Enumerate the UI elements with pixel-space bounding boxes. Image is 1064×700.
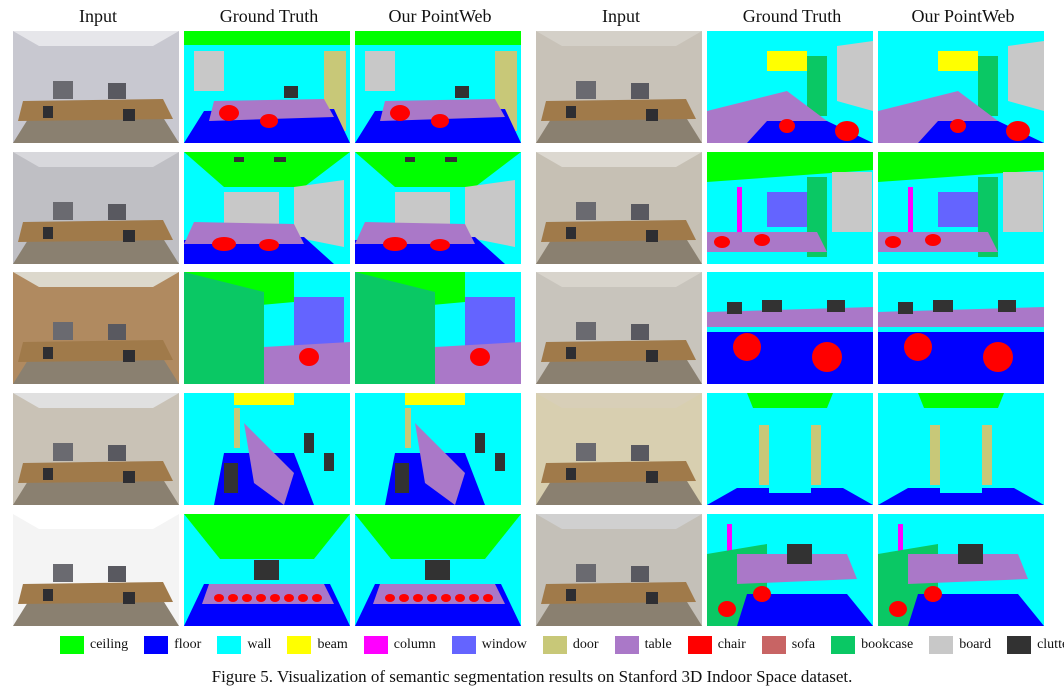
legend-item-bookcase: bookcase bbox=[831, 636, 913, 654]
legend-label-wall: wall bbox=[247, 637, 272, 652]
pointweb-image-left-row-5 bbox=[355, 514, 521, 626]
ground-truth-image-right-row-3 bbox=[707, 272, 873, 384]
input-image-right-row-2 bbox=[536, 152, 702, 264]
legend-label-bookcase: bookcase bbox=[861, 637, 914, 652]
column-header-pointweb-right: Our PointWeb bbox=[911, 6, 1015, 26]
column-header-ground-truth-left: Ground Truth bbox=[219, 6, 319, 26]
legend-label-table: table bbox=[644, 637, 672, 652]
legend-item-board: board bbox=[929, 636, 991, 654]
legend-item-chair: chair bbox=[687, 636, 746, 654]
legend-swatch-door bbox=[542, 636, 567, 654]
input-image-right-row-4 bbox=[536, 393, 702, 505]
legend-swatch-column bbox=[363, 636, 388, 654]
input-image-right-row-5 bbox=[536, 514, 702, 626]
legend-item-table: table bbox=[614, 636, 672, 654]
legend-item-door: door bbox=[542, 636, 599, 654]
legend-swatch-window bbox=[451, 636, 476, 654]
legend-item-column: column bbox=[363, 636, 436, 654]
legend-item-sofa: sofa bbox=[761, 636, 816, 654]
legend-label-chair: chair bbox=[717, 637, 746, 652]
legend-label-sofa: sofa bbox=[791, 637, 816, 652]
legend-swatch-sofa bbox=[761, 636, 786, 654]
legend-label-ceiling: ceiling bbox=[90, 637, 129, 652]
legend-item-ceiling: ceiling bbox=[60, 636, 128, 654]
legend-swatch-floor bbox=[144, 636, 169, 654]
input-image-left-row-1 bbox=[13, 31, 179, 143]
column-header-input-left: Input bbox=[79, 6, 117, 26]
legend-label-floor: floor bbox=[174, 637, 202, 652]
ground-truth-image-left-row-1 bbox=[184, 31, 350, 143]
input-image-left-row-3 bbox=[13, 272, 179, 384]
input-image-right-row-1 bbox=[536, 31, 702, 143]
legend-swatch-wall bbox=[217, 636, 242, 654]
figure-caption: Figure 5. Visualization of semantic segm… bbox=[211, 667, 853, 686]
ground-truth-image-left-row-2 bbox=[184, 152, 350, 264]
legend-swatch-beam bbox=[287, 636, 312, 654]
ground-truth-image-left-row-3 bbox=[184, 272, 350, 384]
column-header-ground-truth-right: Ground Truth bbox=[742, 6, 842, 26]
legend-swatch-clutter bbox=[1007, 636, 1032, 654]
legend-label-column: column bbox=[393, 637, 436, 652]
pointweb-image-right-row-3 bbox=[878, 272, 1044, 384]
input-image-left-row-4 bbox=[13, 393, 179, 505]
pointweb-image-right-row-2 bbox=[878, 152, 1044, 264]
pointweb-image-left-row-1 bbox=[355, 31, 521, 143]
input-image-right-row-3 bbox=[536, 272, 702, 384]
pointweb-image-left-row-2 bbox=[355, 152, 521, 264]
column-header-input-right: Input bbox=[602, 6, 640, 26]
ground-truth-image-right-row-4 bbox=[707, 393, 873, 505]
legend-label-door: door bbox=[572, 637, 599, 652]
legend-label-clutter: clutter bbox=[1037, 637, 1064, 652]
legend-swatch-table bbox=[614, 636, 639, 654]
class-legend: ceiling floor wall beam column window door tabl… bbox=[60, 634, 1064, 656]
pointweb-image-left-row-4 bbox=[355, 393, 521, 505]
column-header-pointweb-left: Our PointWeb bbox=[388, 6, 492, 26]
legend-item-floor: floor bbox=[144, 636, 201, 654]
legend-item-beam: beam bbox=[287, 636, 348, 654]
pointweb-image-right-row-1 bbox=[878, 31, 1044, 143]
ground-truth-image-left-row-5 bbox=[184, 514, 350, 626]
ground-truth-image-right-row-1 bbox=[707, 31, 873, 143]
input-image-left-row-5 bbox=[13, 514, 179, 626]
input-image-left-row-2 bbox=[13, 152, 179, 264]
legend-item-wall: wall bbox=[217, 636, 271, 654]
ground-truth-image-right-row-5 bbox=[707, 514, 873, 626]
legend-swatch-chair bbox=[687, 636, 712, 654]
legend-swatch-ceiling bbox=[60, 636, 84, 654]
legend-item-window: window bbox=[451, 636, 527, 654]
ground-truth-image-right-row-2 bbox=[707, 152, 873, 264]
legend-label-board: board bbox=[959, 637, 992, 652]
legend-swatch-board bbox=[929, 636, 954, 654]
pointweb-image-left-row-3 bbox=[355, 272, 521, 384]
legend-label-beam: beam bbox=[317, 637, 348, 652]
legend-item-clutter: clutter bbox=[1007, 636, 1064, 654]
legend-label-window: window bbox=[481, 637, 527, 652]
legend-swatch-bookcase bbox=[831, 636, 856, 654]
ground-truth-image-left-row-4 bbox=[184, 393, 350, 505]
pointweb-image-right-row-4 bbox=[878, 393, 1044, 505]
pointweb-image-right-row-5 bbox=[878, 514, 1044, 626]
